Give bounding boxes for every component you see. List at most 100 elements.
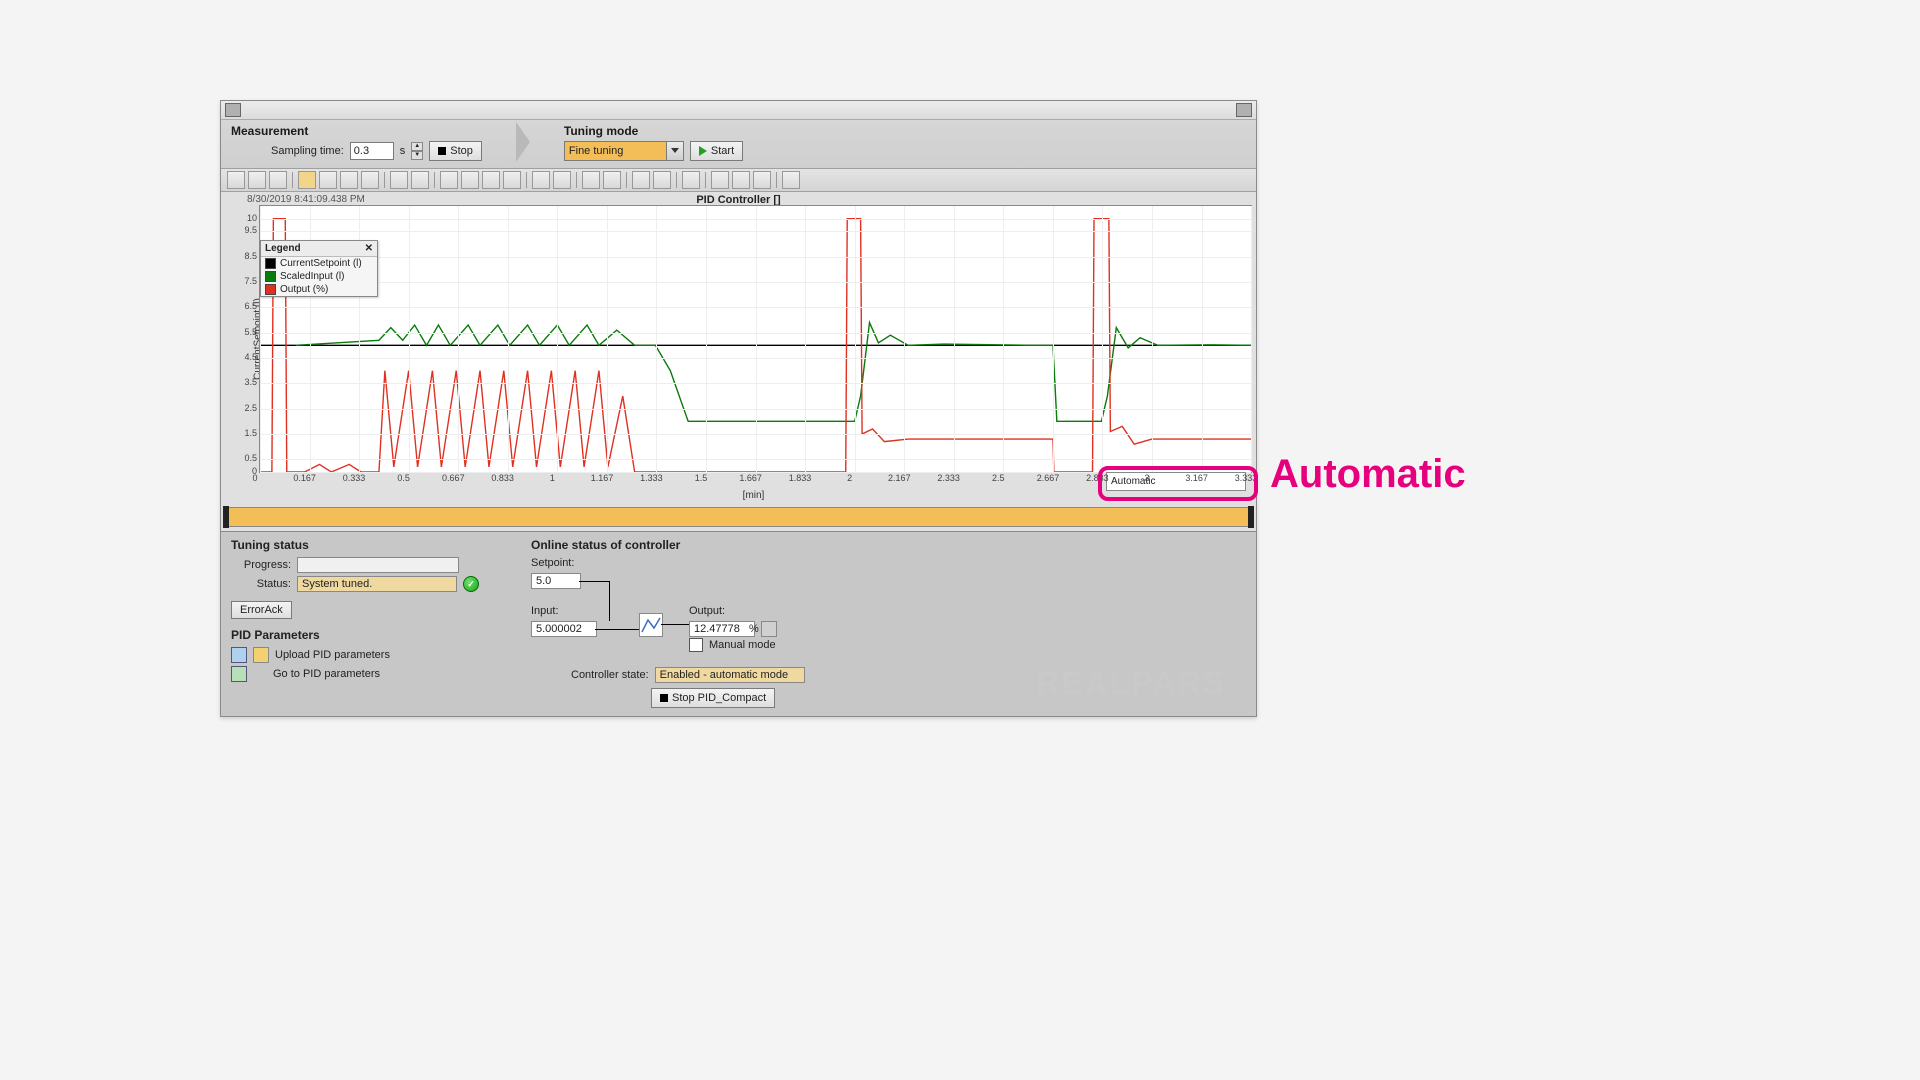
tuning-mode-value: Fine tuning	[569, 145, 623, 157]
goto-pid-link[interactable]: Go to PID parameters	[273, 668, 380, 680]
x-axis-label: [min]	[743, 490, 765, 501]
tool-zoom-time-icon[interactable]	[361, 171, 379, 189]
upload-pid-link[interactable]: Upload PID parameters	[275, 649, 390, 661]
x-tick: 0.5	[397, 473, 410, 483]
tool-flag-icon[interactable]	[269, 171, 287, 189]
pid-block-icon[interactable]	[639, 613, 663, 637]
input-value: 5.000002	[531, 621, 597, 637]
legend-label: Output (%)	[280, 284, 328, 295]
tool-marker2-icon[interactable]	[603, 171, 621, 189]
scroll-mode-combo[interactable]: Automatic	[1106, 472, 1246, 491]
sampling-time-label: Sampling time:	[271, 145, 344, 157]
warning-icon	[253, 647, 269, 663]
input-label: Input:	[531, 605, 559, 617]
x-tick: 0.833	[491, 473, 514, 483]
online-status-title: Online status of controller	[531, 538, 1246, 552]
tuning-mode-combo[interactable]: Fine tuning	[564, 141, 684, 161]
section-separator	[516, 122, 530, 162]
x-tick: 2.167	[888, 473, 911, 483]
goto-icon[interactable]	[231, 666, 247, 682]
y-axis: CurrentSetpoint (l) 00.51.52.53.54.55.56…	[225, 205, 259, 473]
measurement-title: Measurement	[231, 124, 482, 138]
x-tick: 2.333	[937, 473, 960, 483]
legend-box[interactable]: Legend ✕ CurrentSetpoint (l) ScaledInput …	[260, 240, 378, 297]
time-scroll-handle-left[interactable]	[223, 506, 229, 528]
tool-align-r-icon[interactable]	[753, 171, 771, 189]
manual-mode-checkbox[interactable]	[689, 638, 703, 652]
window-max-icon[interactable]	[1236, 103, 1252, 117]
tool-zoom-in-icon[interactable]	[390, 171, 408, 189]
legend-swatch	[265, 284, 276, 295]
tool-cursor-icon[interactable]	[298, 171, 316, 189]
tool-next-icon[interactable]	[248, 171, 266, 189]
tool-align-c-icon[interactable]	[732, 171, 750, 189]
sampling-unit: s	[400, 145, 406, 157]
tool-zoom-out-icon[interactable]	[411, 171, 429, 189]
x-tick: 2	[847, 473, 852, 483]
manual-mode-label: Manual mode	[709, 639, 776, 651]
sampling-time-input[interactable]: 0.3	[350, 142, 394, 160]
legend-label: CurrentSetpoint (l)	[280, 258, 362, 269]
status-value: System tuned.	[297, 576, 457, 592]
watermark: REALPARS	[1036, 665, 1226, 702]
tool-grid-icon[interactable]	[532, 171, 550, 189]
stop-icon	[438, 147, 446, 155]
tool-legend-icon[interactable]	[682, 171, 700, 189]
x-tick: 0.667	[442, 473, 465, 483]
x-tick: 1	[550, 473, 555, 483]
legend-close-icon[interactable]: ✕	[365, 243, 373, 254]
upload-icon[interactable]	[231, 647, 247, 663]
time-scroll-track[interactable]	[225, 507, 1252, 527]
legend-item: ScaledInput (l)	[261, 270, 377, 283]
time-scroll[interactable]	[225, 503, 1252, 527]
y-tick: 3.5	[244, 377, 257, 387]
error-ack-label: ErrorAck	[240, 604, 283, 616]
x-tick: 1.333	[640, 473, 663, 483]
y-tick: 8.5	[244, 251, 257, 261]
stop-button[interactable]: Stop	[429, 141, 482, 161]
stop-pid-compact-button[interactable]: Stop PID_Compact	[651, 688, 775, 708]
y-tick: 1.5	[244, 428, 257, 438]
chart-toolbar	[221, 169, 1256, 192]
chart-plot[interactable]: Legend ✕ CurrentSetpoint (l) ScaledInput …	[259, 205, 1252, 473]
tool-split-h-icon[interactable]	[653, 171, 671, 189]
start-label: Start	[711, 145, 734, 157]
tool-reset-icon[interactable]	[503, 171, 521, 189]
legend-title: Legend	[265, 243, 301, 254]
measurement-section: Measurement Sampling time: 0.3 s ▲▼ Stop	[231, 124, 482, 161]
tool-grid2-icon[interactable]	[553, 171, 571, 189]
callout-automatic: Automatic	[1270, 452, 1466, 497]
legend-swatch	[265, 258, 276, 269]
chart-area: PID Controller [] 8/30/2019 8:41:09.438 …	[221, 192, 1256, 531]
tool-split-v-icon[interactable]	[632, 171, 650, 189]
tool-align-l-icon[interactable]	[711, 171, 729, 189]
chevron-down-icon	[666, 142, 683, 160]
play-icon	[699, 146, 707, 156]
tuning-mode-section: Tuning mode Fine tuning Start	[564, 124, 743, 161]
legend-label: ScaledInput (l)	[280, 271, 344, 282]
tuning-status-panel: Tuning status Progress: Status: System t…	[231, 538, 511, 708]
start-button[interactable]: Start	[690, 141, 743, 161]
tool-prev-icon[interactable]	[227, 171, 245, 189]
tuning-status-title: Tuning status	[231, 538, 511, 552]
sampling-spinner[interactable]: ▲▼	[411, 142, 423, 160]
y-tick: 9.5	[244, 225, 257, 235]
output-value: 12.47778	[689, 621, 755, 637]
x-tick: 1.167	[591, 473, 614, 483]
tool-yfit-icon[interactable]	[440, 171, 458, 189]
tool-xfit-icon[interactable]	[461, 171, 479, 189]
tool-select-icon[interactable]	[319, 171, 337, 189]
output-edit-icon[interactable]	[761, 621, 777, 637]
config-row: Measurement Sampling time: 0.3 s ▲▼ Stop…	[221, 120, 1256, 169]
time-scroll-handle-right[interactable]	[1248, 506, 1254, 528]
tool-export-icon[interactable]	[782, 171, 800, 189]
tool-zoom-area-icon[interactable]	[340, 171, 358, 189]
x-tick: 3.167	[1185, 473, 1208, 483]
pid-tuning-window: Measurement Sampling time: 0.3 s ▲▼ Stop…	[220, 100, 1257, 717]
tool-marker-icon[interactable]	[582, 171, 600, 189]
setpoint-value: 5.0	[531, 573, 581, 589]
legend-item: Output (%)	[261, 283, 377, 296]
tool-autoscale-icon[interactable]	[482, 171, 500, 189]
status-label: Status:	[231, 578, 291, 590]
error-ack-button[interactable]: ErrorAck	[231, 601, 292, 619]
